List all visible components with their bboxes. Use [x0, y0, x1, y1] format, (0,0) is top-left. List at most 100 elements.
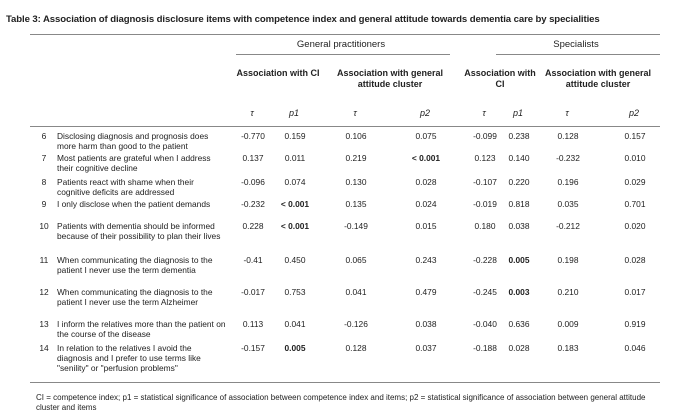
cell-value: 0.196 — [557, 177, 579, 187]
subheader-spec-ci: Association with CI — [464, 68, 536, 89]
cell-value: < 0.001 — [280, 221, 310, 231]
cell-value: 0.038 — [415, 319, 437, 329]
cell-value: 0.130 — [345, 177, 367, 187]
row-item-text: In relation to the relatives I avoid the… — [57, 343, 201, 373]
cell-value: -0.157 — [241, 343, 265, 353]
subheader-spec-general: Association with general attitude cluste… — [544, 68, 652, 89]
header-rule — [30, 126, 660, 127]
cell-value: 0.243 — [415, 255, 437, 265]
cell-value: 0.479 — [415, 287, 437, 297]
cell-value: 0.238 — [508, 131, 530, 141]
cell-value: 0.128 — [557, 131, 579, 141]
cell-value: 0.210 — [557, 287, 579, 297]
row-number: 11 — [39, 255, 49, 265]
cell-value: -0.019 — [473, 199, 497, 209]
table-footnote: CI = competence index; p1 = statistical … — [36, 393, 646, 412]
row-number: 14 — [39, 343, 49, 353]
cell-value: 0.220 — [508, 177, 530, 187]
cell-value: 0.028 — [624, 255, 646, 265]
cell-value: 0.159 — [284, 131, 306, 141]
cell-value: 0.003 — [508, 287, 530, 297]
cell-value: 0.020 — [624, 221, 646, 231]
row-item-text: I only disclose when the patient demands — [57, 199, 211, 209]
spec-group-rule — [496, 54, 660, 55]
cell-value: 0.046 — [624, 343, 646, 353]
row-number: 10 — [39, 221, 49, 231]
cell-value: 0.028 — [508, 343, 530, 353]
group-header-gp: General practitioners — [296, 39, 386, 50]
cell-value: 0.005 — [284, 343, 306, 353]
cell-value: 0.701 — [624, 199, 646, 209]
cell-value: 0.135 — [345, 199, 367, 209]
cell-value: 0.015 — [415, 221, 437, 231]
cell-value: 0.818 — [508, 199, 530, 209]
cell-value: 0.157 — [624, 131, 646, 141]
stat-header-6: τ — [565, 108, 569, 118]
cell-value: 0.041 — [284, 319, 306, 329]
cell-value: 0.010 — [624, 153, 646, 163]
stat-header-7: p2 — [628, 108, 639, 118]
cell-value: -0.096 — [241, 177, 265, 187]
row-number: 8 — [41, 177, 47, 187]
stat-header-0: τ — [250, 108, 254, 118]
group-header-specialists: Specialists — [553, 39, 599, 50]
subheader-gp-general: Association with general attitude cluste… — [336, 68, 444, 89]
top-rule — [30, 34, 660, 35]
cell-value: -0.149 — [344, 221, 368, 231]
cell-value: 0.024 — [415, 199, 437, 209]
row-item-text: Patients with dementia should be informe… — [57, 221, 221, 241]
cell-value: -0.188 — [473, 343, 497, 353]
row-item-text: When communicating the diagnosis to the … — [57, 255, 213, 275]
cell-value: 0.198 — [557, 255, 579, 265]
cell-value: -0.107 — [473, 177, 497, 187]
cell-value: -0.41 — [243, 255, 263, 265]
cell-value: 0.028 — [415, 177, 437, 187]
cell-value: 0.180 — [474, 221, 496, 231]
row-number: 6 — [41, 131, 47, 141]
cell-value: 0.029 — [624, 177, 646, 187]
bottom-rule — [30, 382, 660, 383]
cell-value: 0.219 — [345, 153, 367, 163]
row-number: 7 — [41, 153, 47, 163]
row-item-text: I inform the relatives more than the pat… — [57, 319, 226, 339]
cell-value: -0.212 — [556, 221, 580, 231]
row-item-text: Most patients are grateful when I addres… — [57, 153, 211, 173]
cell-value: 0.035 — [557, 199, 579, 209]
cell-value: 0.636 — [508, 319, 530, 329]
cell-value: 0.450 — [284, 255, 306, 265]
cell-value: -0.099 — [473, 131, 497, 141]
cell-value: 0.228 — [242, 221, 264, 231]
cell-value: 0.005 — [508, 255, 530, 265]
cell-value: 0.074 — [284, 177, 306, 187]
cell-value: 0.919 — [624, 319, 646, 329]
cell-value: < 0.001 — [280, 199, 310, 209]
cell-value: -0.228 — [473, 255, 497, 265]
cell-value: -0.232 — [241, 199, 265, 209]
cell-value: 0.075 — [415, 131, 437, 141]
stat-header-3: p2 — [419, 108, 430, 118]
cell-value: 0.123 — [474, 153, 496, 163]
cell-value: 0.137 — [242, 153, 264, 163]
cell-value: -0.770 — [241, 131, 265, 141]
cell-value: 0.041 — [345, 287, 367, 297]
cell-value: 0.183 — [557, 343, 579, 353]
stat-header-2: τ — [353, 108, 357, 118]
cell-value: 0.113 — [242, 319, 264, 329]
cell-value: -0.126 — [344, 319, 368, 329]
subheader-gp-ci: Association with CI — [236, 68, 320, 78]
cell-value: 0.065 — [345, 255, 367, 265]
cell-value: 0.017 — [624, 287, 646, 297]
row-number: 13 — [39, 319, 49, 329]
stat-header-4: τ — [482, 108, 486, 118]
cell-value: 0.037 — [415, 343, 437, 353]
cell-value: 0.011 — [284, 153, 306, 163]
cell-value: 0.128 — [345, 343, 367, 353]
cell-value: 0.038 — [508, 221, 530, 231]
cell-value: 0.106 — [345, 131, 367, 141]
cell-value: -0.017 — [241, 287, 265, 297]
row-number: 9 — [41, 199, 47, 209]
row-item-text: Patients react with shame when their cog… — [57, 177, 194, 197]
cell-value: < 0.001 — [411, 153, 441, 163]
cell-value: 0.753 — [284, 287, 306, 297]
